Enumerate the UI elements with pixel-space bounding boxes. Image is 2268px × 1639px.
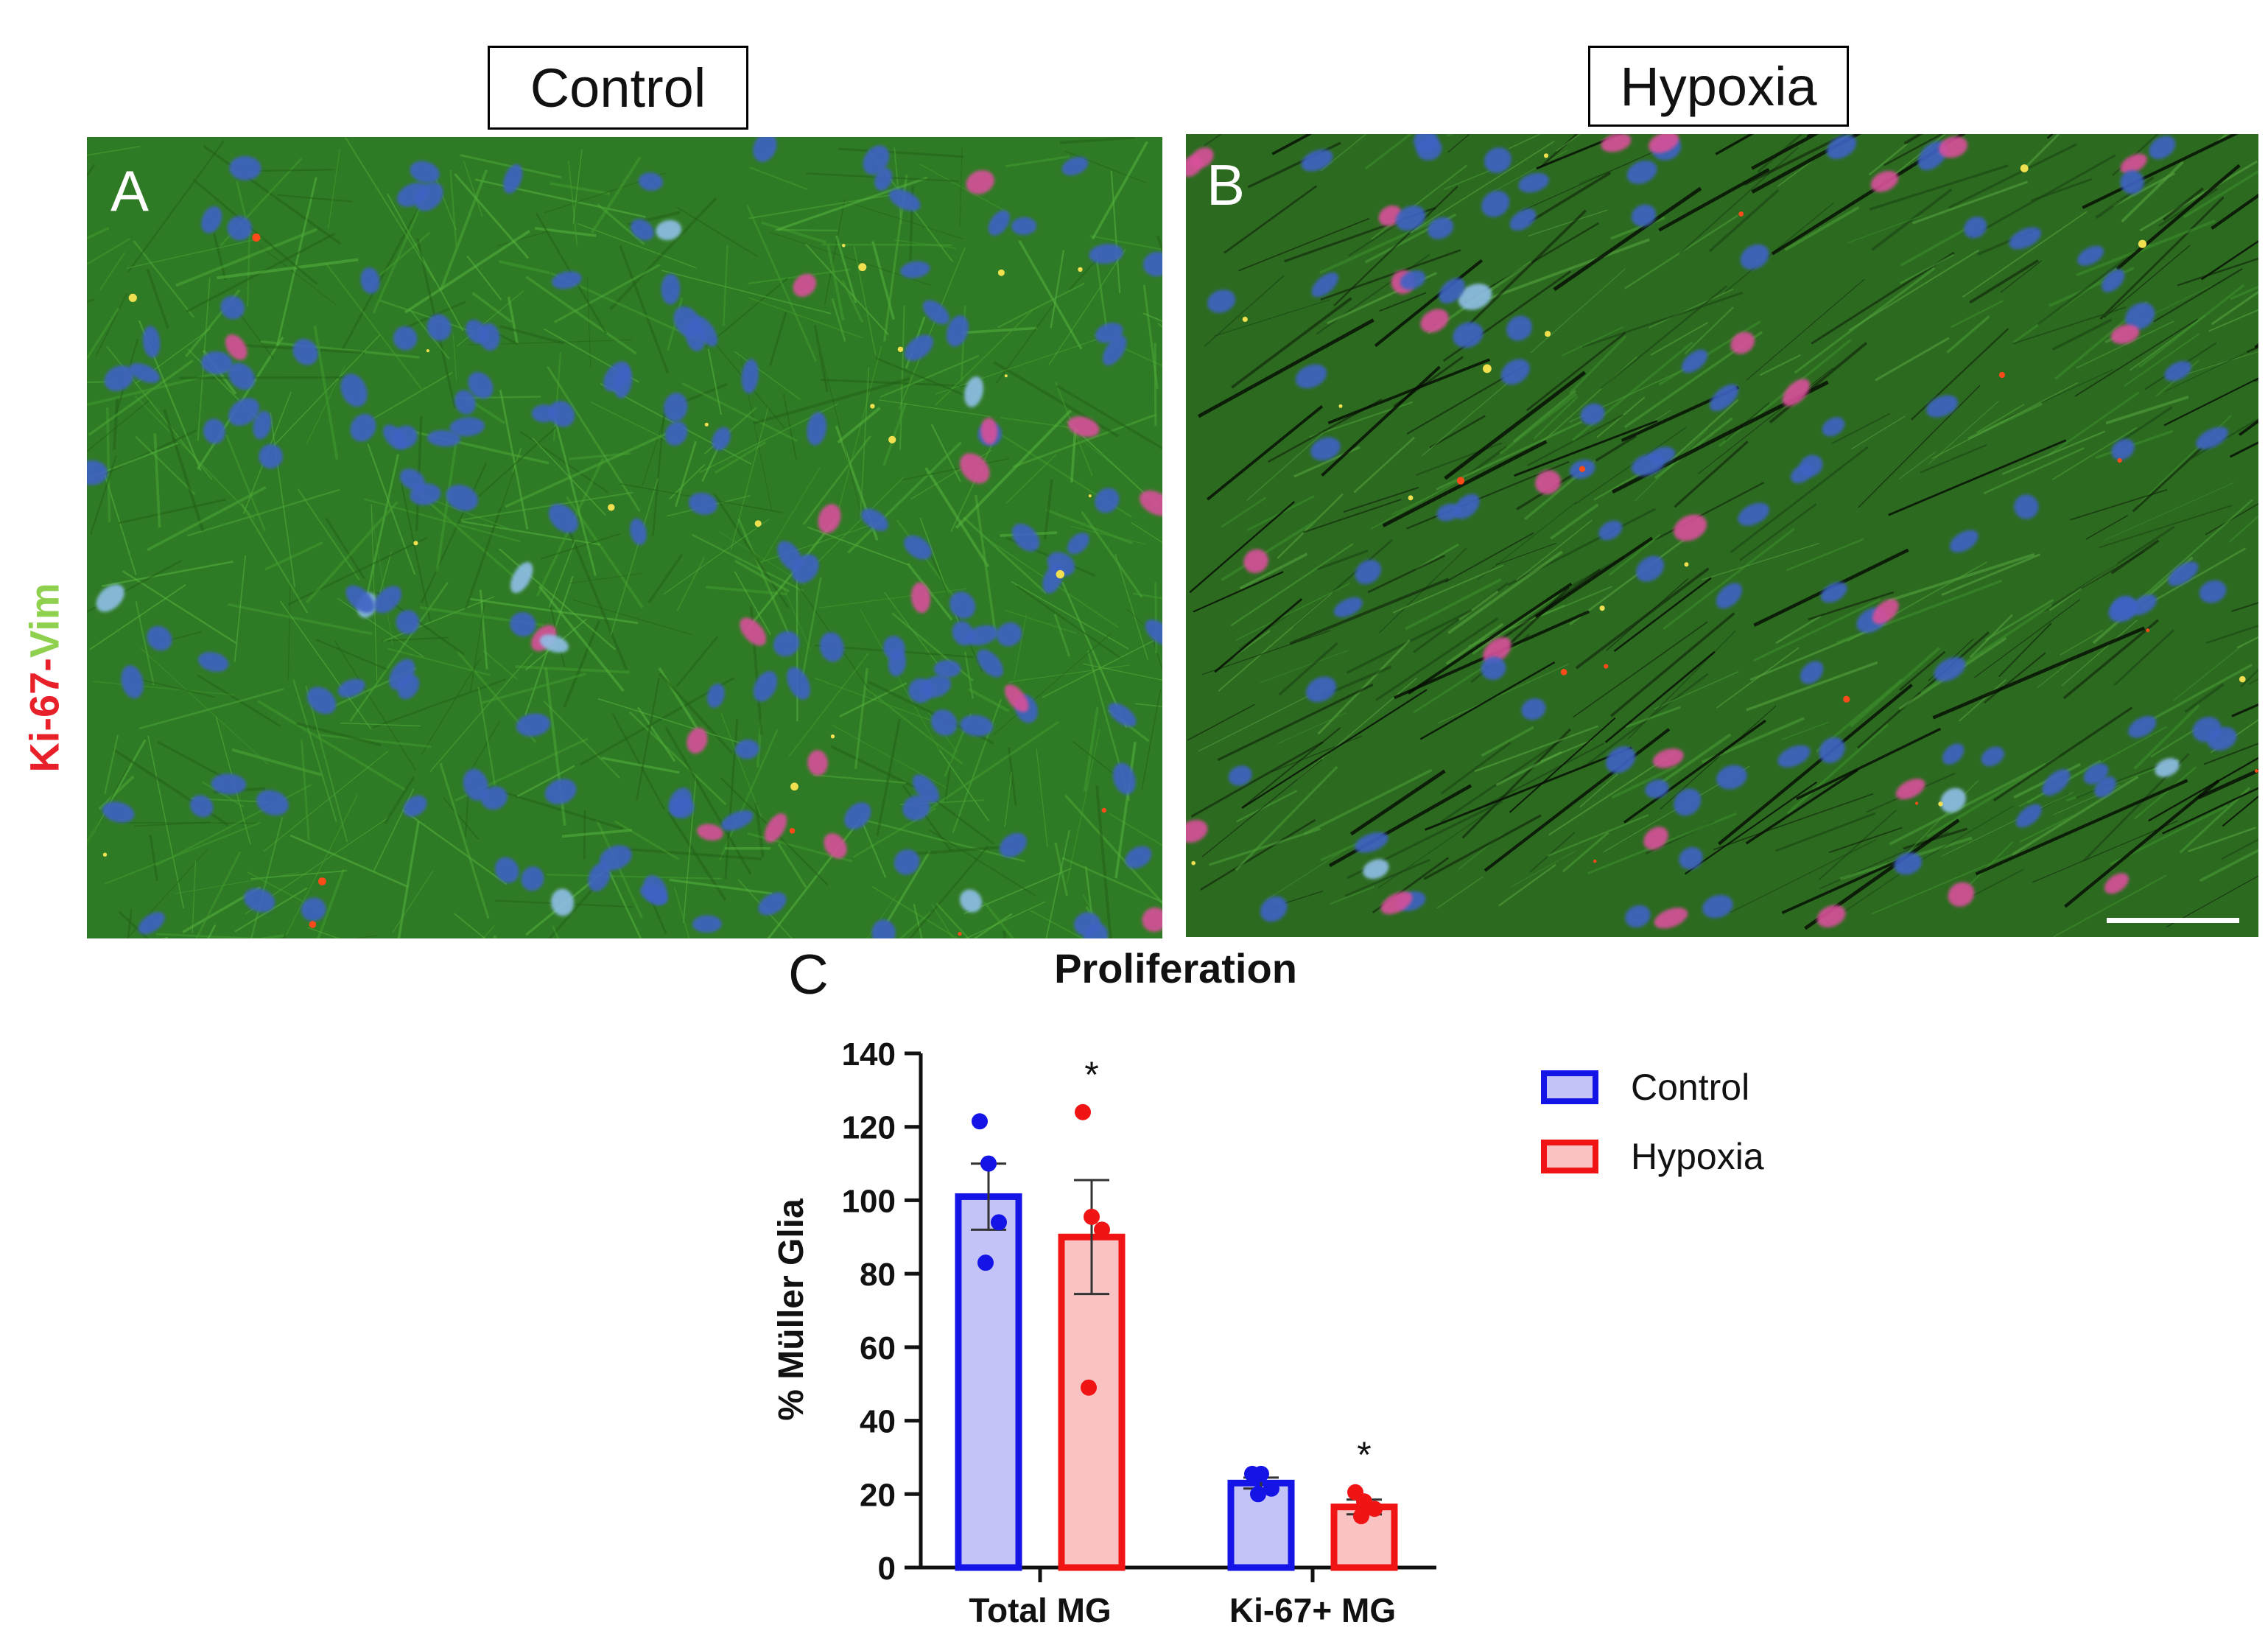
legend-label-hypoxia: Hypoxia <box>1631 1136 1764 1177</box>
micrograph-hypoxia-image <box>1186 134 2258 937</box>
nucleus-layer <box>1186 134 2258 929</box>
panel-letter-a: A <box>110 158 150 223</box>
chart-legend: Control Hypoxia <box>1541 1058 1764 1196</box>
micrograph-control-image <box>87 137 1162 938</box>
scale-bar <box>2107 918 2239 923</box>
data-point <box>1253 1465 1269 1482</box>
y-tick-label: 60 <box>860 1330 896 1366</box>
legend-item-control: Control <box>1541 1058 1764 1117</box>
legend-item-hypoxia: Hypoxia <box>1541 1127 1764 1186</box>
y-tick-label: 100 <box>842 1183 896 1219</box>
bar-control-total-mg <box>955 1193 1022 1571</box>
y-tick-label: 80 <box>860 1257 896 1293</box>
data-point <box>1075 1103 1091 1120</box>
data-point <box>1263 1480 1279 1497</box>
fiber-layer <box>87 137 1162 938</box>
panel-letter-b: B <box>1207 152 1246 217</box>
condition-label-control: Control <box>488 46 748 130</box>
legend-label-control: Control <box>1631 1067 1750 1108</box>
data-point <box>1250 1486 1266 1503</box>
data-point <box>1081 1379 1097 1396</box>
legend-swatch-control <box>1541 1070 1598 1104</box>
data-point <box>977 1254 994 1271</box>
y-tick-label: 0 <box>878 1551 896 1587</box>
y-axis-label: % Müller Glia <box>772 1198 811 1421</box>
y-tick-label: 40 <box>860 1404 896 1440</box>
nucleus-layer <box>87 137 1162 938</box>
x-tick-label: Total MG <box>969 1591 1111 1629</box>
significance-marker: * <box>1357 1434 1371 1475</box>
data-point <box>980 1155 997 1172</box>
data-point <box>1366 1501 1383 1517</box>
data-point <box>972 1113 988 1130</box>
chart-title: Proliferation <box>1054 945 1297 992</box>
data-point <box>1353 1508 1369 1525</box>
micrograph-hypoxia: B <box>1186 134 2258 937</box>
significance-marker: * <box>1084 1054 1098 1095</box>
y-tick-label: 120 <box>842 1110 896 1146</box>
x-tick-label: Ki-67+ MG <box>1229 1591 1396 1629</box>
micrograph-control: A <box>87 137 1162 938</box>
panel-letter-c: C <box>788 944 829 1006</box>
y-tick-label: 140 <box>842 1036 896 1073</box>
data-point <box>1084 1208 1100 1225</box>
data-point <box>991 1214 1007 1231</box>
error-bar <box>1074 1179 1109 1296</box>
legend-swatch-hypoxia <box>1541 1140 1598 1173</box>
y-tick-label: 20 <box>860 1477 896 1513</box>
data-point <box>1094 1221 1110 1238</box>
condition-label-hypoxia: Hypoxia <box>1588 46 1849 127</box>
